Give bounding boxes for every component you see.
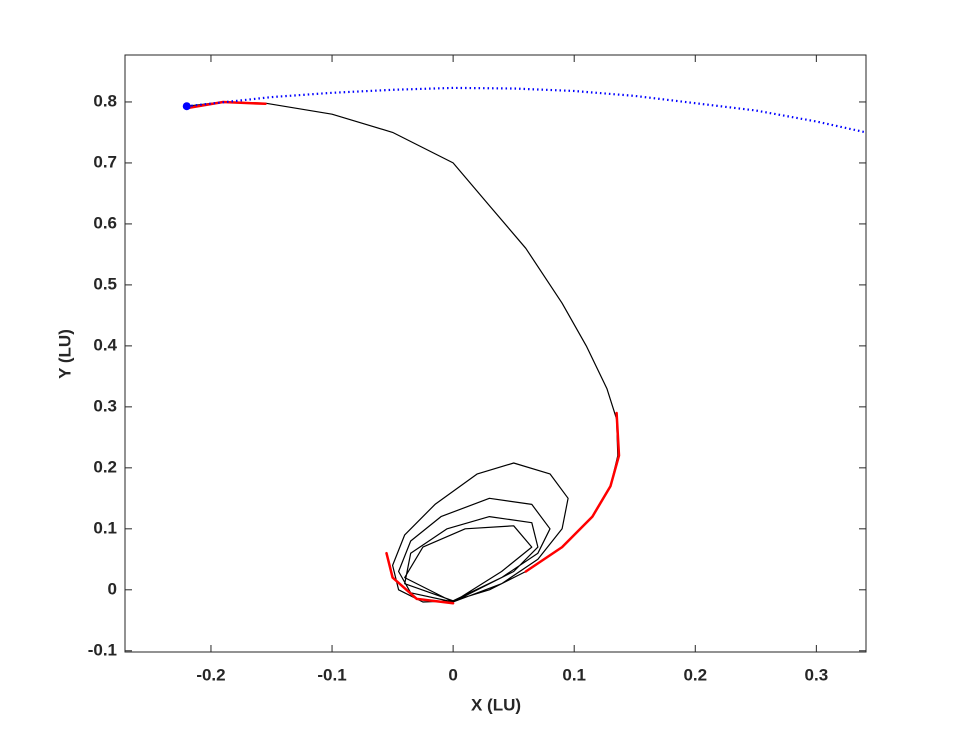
trajectory	[185, 100, 621, 605]
y-tick-label: 0.6	[93, 213, 117, 232]
x-tick-label: -0.2	[196, 665, 225, 684]
start-marker	[182, 102, 191, 111]
plot-frame	[124, 54, 867, 653]
y-tick-label: 0.5	[93, 274, 117, 293]
x-axis-label: X (LU)	[471, 695, 521, 714]
trajectory	[186, 101, 619, 603]
y-tick-label: -0.1	[88, 640, 117, 659]
y-tick-label: 0.1	[93, 518, 117, 537]
trajectory	[186, 86, 867, 134]
x-tick-label: -0.1	[317, 665, 346, 684]
y-tick-label: 0.8	[93, 91, 117, 110]
y-tick-label: 0.2	[93, 457, 117, 476]
y-axis-label: Y (LU)	[55, 329, 74, 379]
y-tick-label: 0.7	[93, 152, 117, 171]
x-tick-label: 0.3	[805, 665, 829, 684]
x-tick-label: 0	[448, 665, 457, 684]
x-tick-label: 0.2	[683, 665, 707, 684]
y-tick-label: 0	[108, 579, 117, 598]
y-tick-label: 0.3	[93, 396, 117, 415]
x-tick-label: 0.1	[562, 665, 586, 684]
y-tick-label: 0.4	[93, 335, 117, 354]
